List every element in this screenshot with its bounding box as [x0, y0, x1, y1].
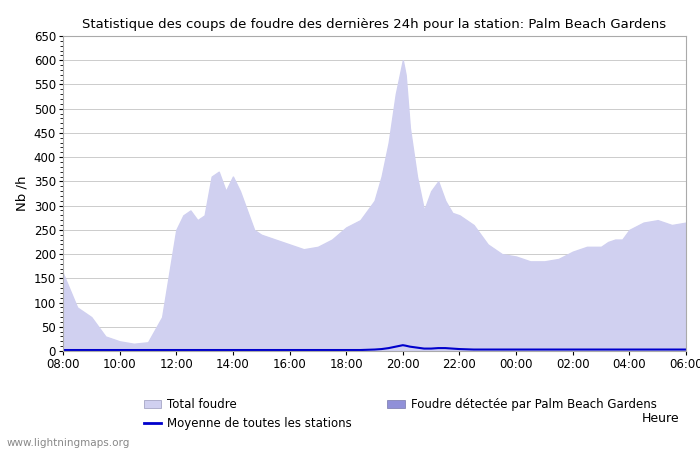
Y-axis label: Nb /h: Nb /h: [15, 176, 28, 211]
Text: www.lightningmaps.org: www.lightningmaps.org: [7, 438, 130, 448]
Legend: Total foudre, Moyenne de toutes les stations, Foudre détectée par Palm Beach Gar: Total foudre, Moyenne de toutes les stat…: [144, 398, 657, 430]
Text: Heure: Heure: [641, 412, 679, 425]
Title: Statistique des coups de foudre des dernières 24h pour la station: Palm Beach Ga: Statistique des coups de foudre des dern…: [83, 18, 666, 31]
